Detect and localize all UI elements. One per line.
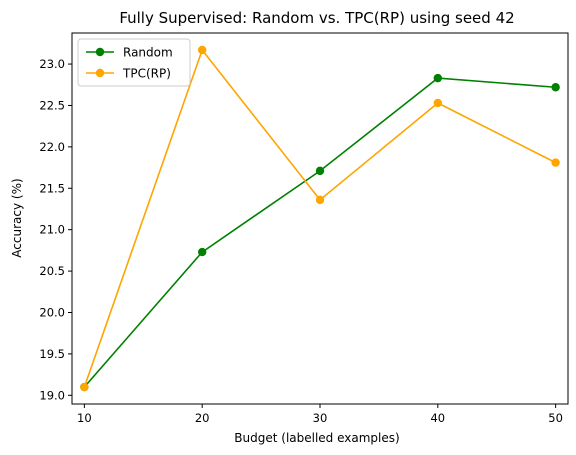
data-point-random (197, 247, 207, 257)
y-tick-label: 20.5 (39, 264, 65, 278)
y-tick-label: 21.0 (39, 223, 65, 237)
y-tick-label: 19.5 (39, 347, 65, 361)
legend-label-random: Random (123, 46, 173, 60)
x-tick-label: 10 (77, 411, 92, 425)
data-point-tpc-rp (551, 158, 560, 167)
legend-marker-tpc-rp (95, 68, 105, 78)
x-tick-label: 50 (548, 411, 563, 425)
x-axis-label: Budget (labelled examples) (234, 431, 399, 445)
x-tick-label: 20 (195, 411, 210, 425)
data-point-random (433, 73, 443, 83)
y-tick-label: 22.5 (39, 98, 65, 112)
data-point-tpc-rp (433, 98, 443, 108)
y-tick-label: 20.0 (39, 305, 65, 319)
legend-box (77, 38, 191, 87)
data-point-tpc-rp (315, 195, 325, 205)
x-tick-label: 30 (313, 411, 328, 425)
chart-title: Fully Supervised: Random vs. TPC(RP) usi… (119, 9, 514, 27)
data-point-tpc-rp (197, 45, 207, 55)
data-point-random (315, 166, 325, 176)
y-tick-label: 22.0 (39, 140, 65, 154)
legend-label-tpc-rp: TPC(RP) (122, 67, 171, 81)
x-tick-label: 40 (430, 411, 445, 425)
data-point-tpc-rp (80, 382, 89, 392)
plot-frame (71, 32, 569, 405)
y-tick-label: 21.5 (39, 181, 65, 195)
series-line-tpc-rp (83, 48, 556, 388)
y-axis-label: Accuracy (%) (10, 178, 24, 257)
y-tick-label: 19.0 (39, 388, 65, 402)
legend-marker-random (95, 47, 105, 57)
y-tick-label: 23.0 (39, 57, 65, 71)
data-point-random (551, 83, 560, 92)
series-line-random (83, 77, 556, 388)
